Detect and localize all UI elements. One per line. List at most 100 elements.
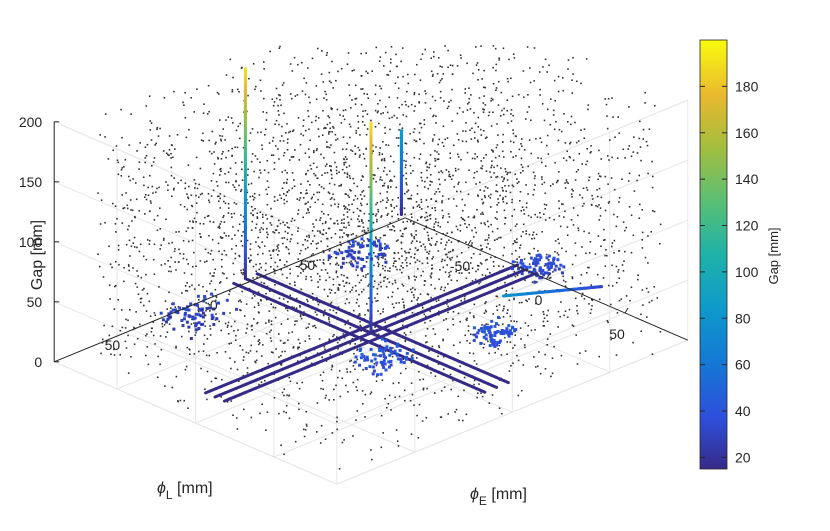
- cluster-3-point: [508, 331, 512, 335]
- background-point: [432, 138, 434, 140]
- background-point: [394, 316, 397, 318]
- background-point: [281, 273, 284, 276]
- background-point: [200, 367, 202, 370]
- background-point: [641, 289, 644, 291]
- background-point: [170, 174, 173, 177]
- background-point: [630, 155, 633, 158]
- background-point: [343, 222, 345, 224]
- background-point: [364, 110, 367, 112]
- background-point: [378, 122, 380, 125]
- background-point: [291, 331, 293, 333]
- background-point: [376, 202, 379, 204]
- background-point: [119, 353, 121, 356]
- background-point: [516, 182, 519, 185]
- background-point: [400, 247, 403, 250]
- cluster-2-point: [353, 360, 357, 364]
- background-point: [420, 216, 422, 219]
- background-point: [433, 226, 435, 228]
- background-point: [231, 89, 234, 91]
- background-point: [362, 153, 365, 155]
- background-point: [251, 297, 254, 299]
- background-point: [308, 338, 311, 340]
- background-point: [460, 252, 463, 254]
- background-point: [401, 103, 403, 106]
- x-tick-label: -50: [450, 258, 470, 274]
- background-point: [361, 242, 364, 244]
- cluster-3-point: [490, 319, 494, 323]
- cluster-0-point: [222, 311, 226, 315]
- background-point: [152, 334, 155, 337]
- background-point: [215, 377, 218, 380]
- background-point: [391, 283, 394, 285]
- background-point: [130, 209, 132, 211]
- background-point: [413, 139, 416, 141]
- background-point: [319, 217, 322, 219]
- background-point: [437, 143, 439, 146]
- background-point: [513, 297, 515, 300]
- background-point: [424, 48, 426, 51]
- background-point: [455, 408, 458, 411]
- background-point: [348, 209, 351, 211]
- colored-series: [159, 67, 604, 403]
- background-point: [393, 306, 395, 309]
- background-point: [286, 277, 288, 279]
- background-point: [219, 193, 222, 195]
- background-point: [330, 256, 333, 258]
- background-point: [167, 260, 169, 262]
- cluster-3-point: [505, 329, 509, 333]
- cluster-1-point: [356, 242, 360, 246]
- background-point: [99, 134, 101, 136]
- background-point: [242, 272, 245, 274]
- background-point: [564, 210, 566, 213]
- background-point: [328, 339, 331, 342]
- background-point: [331, 197, 333, 199]
- background-point: [588, 303, 590, 305]
- background-point: [214, 288, 217, 291]
- background-point: [475, 64, 478, 66]
- background-point: [377, 167, 379, 170]
- background-point: [257, 236, 259, 239]
- cluster-0-point: [171, 302, 175, 306]
- background-point: [375, 237, 377, 240]
- background-point: [500, 236, 502, 239]
- background-point: [276, 265, 279, 268]
- background-point: [419, 241, 421, 243]
- cluster-3-point: [495, 322, 498, 326]
- background-point: [304, 152, 307, 154]
- background-point: [569, 142, 571, 145]
- background-point: [568, 155, 571, 158]
- background-point: [628, 145, 631, 147]
- background-point: [482, 102, 485, 104]
- background-point: [358, 281, 361, 284]
- background-point: [303, 435, 306, 438]
- background-point: [442, 195, 444, 197]
- background-point: [147, 363, 150, 366]
- background-point: [264, 379, 266, 382]
- background-point: [570, 115, 573, 118]
- background-point: [585, 58, 588, 60]
- background-point: [434, 150, 436, 152]
- background-point: [208, 304, 211, 306]
- background-point: [328, 276, 331, 279]
- background-point: [328, 227, 331, 230]
- background-point: [428, 214, 431, 217]
- background-point: [139, 297, 142, 300]
- background-point: [471, 157, 474, 160]
- background-point: [221, 253, 223, 256]
- background-point: [330, 173, 333, 176]
- background-point: [127, 334, 129, 337]
- background-point: [484, 274, 487, 277]
- cluster-2-point: [393, 349, 397, 353]
- background-point: [651, 160, 653, 163]
- background-point: [430, 70, 433, 73]
- background-point: [465, 140, 468, 143]
- background-point: [343, 274, 345, 277]
- background-point: [193, 353, 196, 355]
- background-point: [523, 96, 525, 98]
- background-point: [270, 303, 272, 305]
- background-point: [209, 272, 211, 275]
- background-point: [602, 277, 605, 279]
- background-point: [363, 92, 365, 95]
- background-point: [165, 336, 167, 338]
- background-point: [174, 248, 176, 250]
